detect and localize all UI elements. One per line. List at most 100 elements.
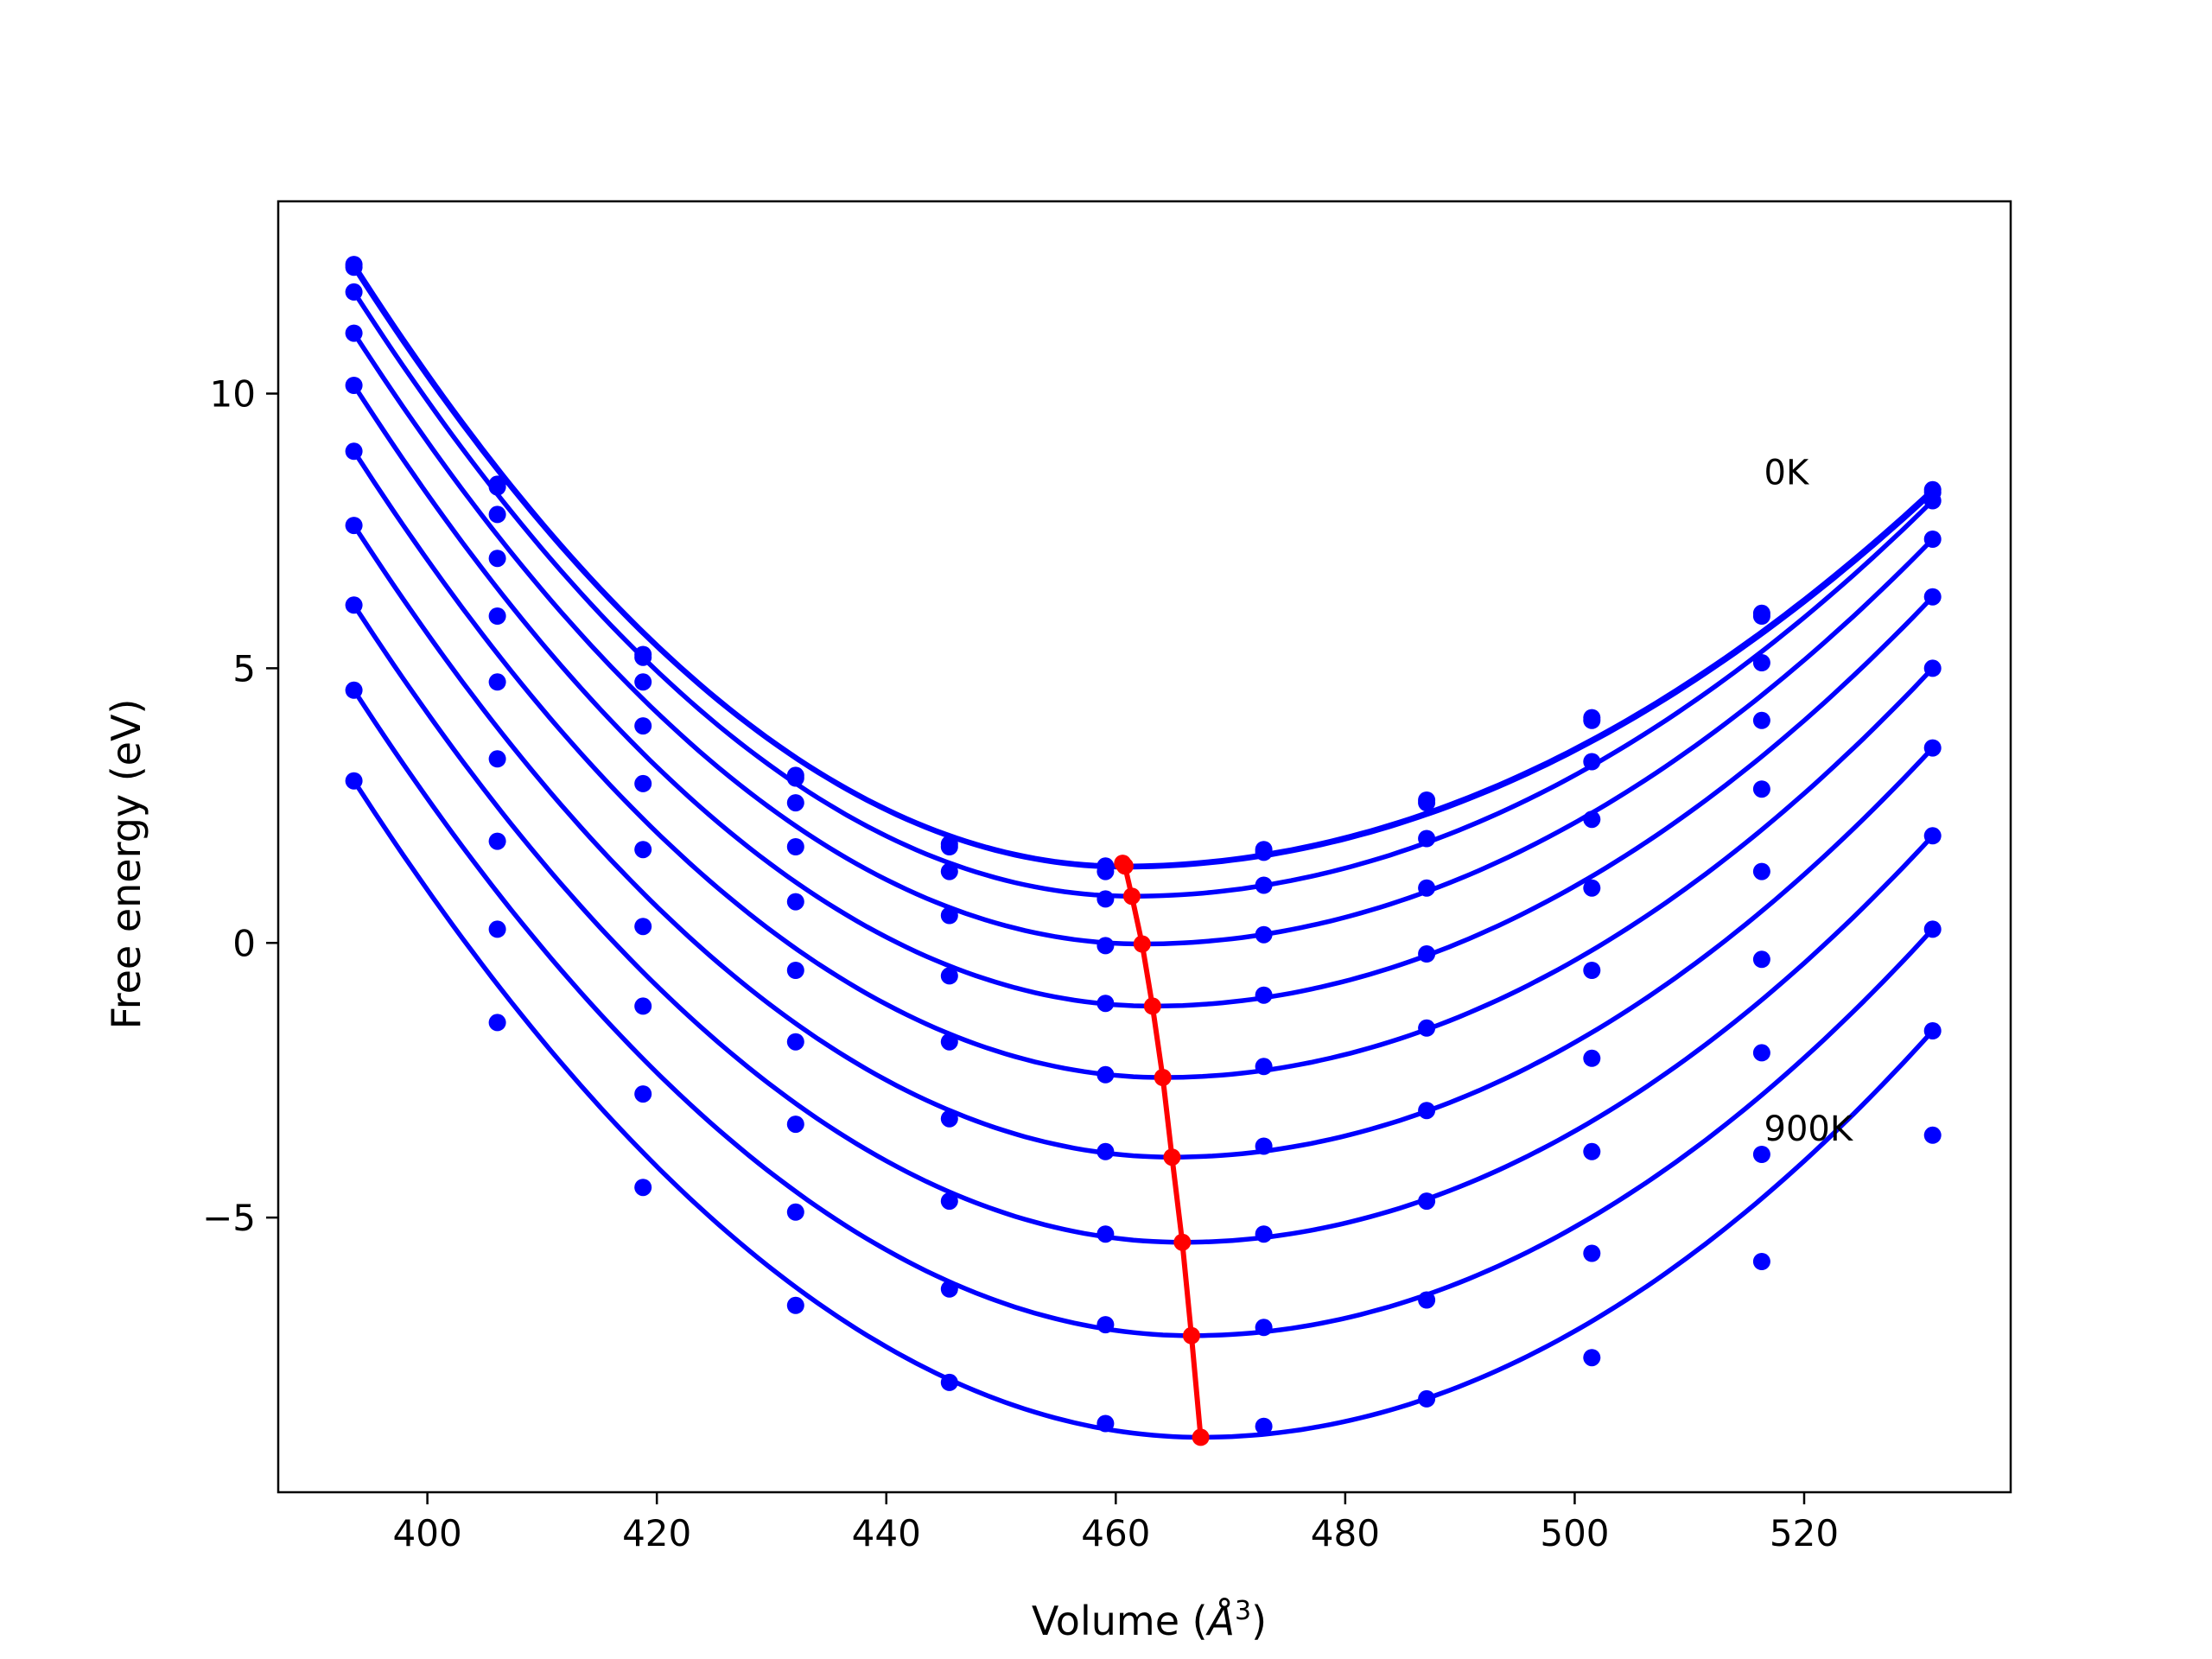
- data-point-900K-0: [345, 772, 363, 790]
- data-point-400K-1: [488, 607, 506, 625]
- y-tick-label-5: 5: [232, 647, 256, 690]
- data-point-200K-0: [345, 283, 363, 301]
- data-point-300K-8: [1583, 810, 1601, 829]
- data-point-500K-10: [1923, 659, 1942, 677]
- data-point-800K-10: [1923, 920, 1942, 938]
- y-tick-label-10: 10: [210, 373, 256, 416]
- data-point-400K-8: [1583, 879, 1601, 897]
- data-point-100K-1: [488, 478, 506, 496]
- data-point-500K-5: [1096, 1065, 1115, 1084]
- x-axis-ticks: 400 420 440 460 480 500 520: [393, 1492, 1839, 1554]
- data-point-600K-8: [1583, 1049, 1601, 1067]
- data-point-500K-4: [940, 1033, 958, 1051]
- data-point-100K-3: [786, 769, 804, 787]
- x-tick-label-480: 480: [1311, 1512, 1380, 1554]
- data-point-100K-9: [1752, 607, 1770, 625]
- data-point-900K-2: [634, 1179, 652, 1197]
- x-axis-label-unit-symbol: Å: [1205, 1598, 1235, 1644]
- data-point-400K-3: [786, 893, 804, 911]
- fit-curve-700K: [352, 603, 1935, 1245]
- minimum-point-9: [1192, 1428, 1210, 1446]
- x-tick-label-400: 400: [393, 1512, 462, 1554]
- data-point-100K-0: [345, 258, 363, 276]
- data-point-700K-10: [1923, 827, 1942, 845]
- data-point-600K-7: [1418, 1102, 1436, 1120]
- minimum-path-line: [1120, 861, 1204, 1438]
- data-point-200K-2: [634, 673, 652, 691]
- data-point-700K-2: [634, 997, 652, 1015]
- data-point-900K-3: [786, 1296, 804, 1314]
- fit-curve-900K: [352, 779, 1935, 1440]
- data-point-900K-10: [1923, 1022, 1942, 1039]
- data-point-500K-1: [488, 673, 506, 691]
- data-point-700K-1: [488, 832, 506, 850]
- minimum-point-5: [1154, 1069, 1172, 1086]
- data-point-900K-4: [940, 1373, 958, 1391]
- data-point-400K-0: [345, 377, 363, 394]
- data-point-300K-10: [1923, 531, 1942, 548]
- x-axis-label: Volume (Å3): [1032, 1596, 1267, 1644]
- y-tick-label-0: 0: [232, 922, 256, 964]
- data-point-400K-9: [1752, 780, 1770, 798]
- data-point-600K-3: [786, 1033, 804, 1051]
- data-point-700K-4: [940, 1192, 958, 1211]
- data-point-400K-7: [1418, 945, 1436, 963]
- x-tick-label-460: 460: [1081, 1512, 1150, 1554]
- fitted-curves-layer: [352, 263, 1935, 1440]
- data-point-300K-6: [1255, 925, 1273, 944]
- data-point-700K-0: [345, 596, 363, 614]
- data-point-600K-4: [940, 1109, 958, 1128]
- data-point-900K-8: [1583, 1349, 1601, 1367]
- data-point-300K-1: [488, 550, 506, 568]
- fit-curve-200K: [352, 290, 1935, 899]
- data-point-800K-1: [488, 920, 506, 938]
- data-point-400K-6: [1255, 986, 1273, 1004]
- data-point-900K-9: [1752, 1253, 1770, 1270]
- data-point-300K-2: [634, 717, 652, 735]
- data-point-800K-0: [345, 681, 363, 699]
- data-point-400K-2: [634, 774, 652, 792]
- data-point-800K-7: [1418, 1291, 1436, 1309]
- data-point-200K-6: [1255, 876, 1273, 894]
- data-point-700K-7: [1418, 1192, 1436, 1211]
- minimum-point-3: [1133, 935, 1151, 953]
- data-point-700K-3: [786, 1116, 804, 1134]
- data-point-100K-5: [1096, 862, 1115, 880]
- data-point-600K-2: [634, 918, 652, 936]
- data-points-layer: [345, 256, 1942, 1435]
- minimum-point-4: [1143, 997, 1161, 1015]
- data-point-700K-5: [1096, 1225, 1115, 1243]
- data-point-200K-3: [786, 794, 804, 812]
- data-point-800K-9: [1752, 1146, 1770, 1163]
- annotations-layer: 0K 900K: [1764, 453, 1854, 1149]
- fit-curve-500K: [352, 449, 1935, 1080]
- minimum-point-7: [1173, 1233, 1192, 1251]
- data-point-900K-1: [488, 1014, 506, 1032]
- data-point-200K-1: [488, 505, 506, 524]
- data-point-300K-9: [1752, 711, 1770, 729]
- data-point-200K-7: [1418, 830, 1436, 848]
- data-point-300K-4: [940, 906, 958, 925]
- minimum-point-8: [1182, 1326, 1200, 1344]
- data-point-700K-8: [1583, 1142, 1601, 1160]
- y-tick-label--5: −5: [202, 1197, 256, 1239]
- data-point-600K-6: [1255, 1137, 1273, 1155]
- x-axis-label-text: Volume (: [1032, 1598, 1208, 1644]
- data-point-900K-6: [1255, 1417, 1273, 1435]
- data-point-200K-5: [1096, 890, 1115, 908]
- data-point-600K-10: [1923, 739, 1942, 757]
- data-point-600K-0: [345, 517, 363, 535]
- data-point-900K-7: [1418, 1389, 1436, 1408]
- fit-curve-400K: [352, 384, 1935, 1009]
- data-point-800K-2: [634, 1085, 652, 1103]
- data-point-800K-5: [1096, 1316, 1115, 1334]
- data-point-300K-0: [345, 324, 363, 342]
- data-point-100K-8: [1583, 711, 1601, 729]
- x-tick-label-500: 500: [1540, 1512, 1609, 1554]
- data-point-200K-10: [1923, 492, 1942, 510]
- y-axis-label: Free energy (eV): [103, 699, 149, 1030]
- x-tick-label-520: 520: [1770, 1512, 1839, 1554]
- annotation-900K: 900K: [1764, 1109, 1854, 1149]
